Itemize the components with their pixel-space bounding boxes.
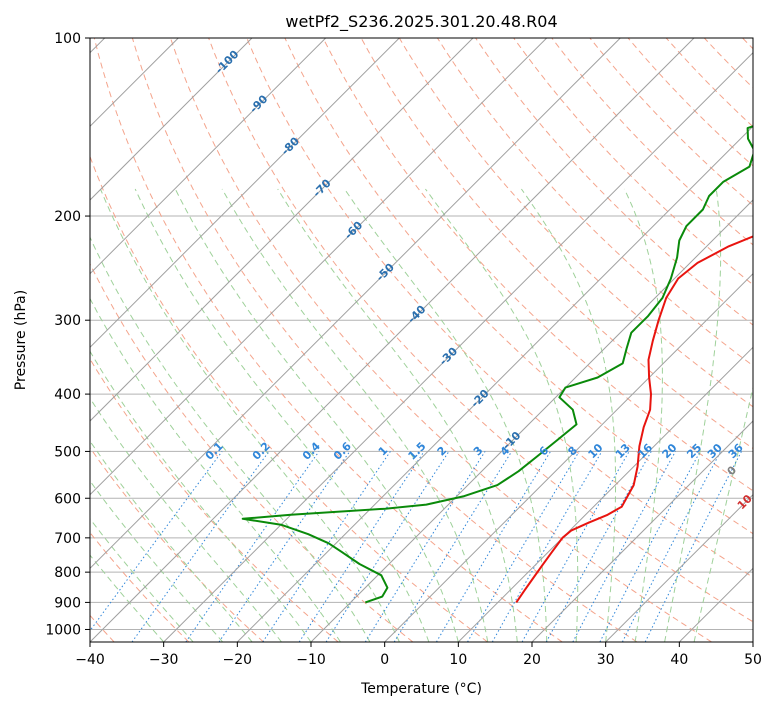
y-tick-label: 600: [54, 491, 81, 507]
x-tick-label: 0: [380, 652, 389, 668]
y-tick-label: 800: [54, 565, 81, 581]
y-tick-label: 100: [54, 31, 81, 47]
x-tick-label: 20: [523, 652, 541, 668]
x-tick-label: −40: [75, 652, 105, 668]
x-tick-label: 40: [670, 652, 688, 668]
y-tick-label: 900: [54, 595, 81, 611]
y-tick-label: 300: [54, 313, 81, 329]
y-tick-label: 200: [54, 209, 81, 225]
x-axis-label: Temperature (°C): [360, 681, 482, 697]
y-axis-label: Pressure (hPa): [13, 290, 29, 390]
y-tick-label: 400: [54, 387, 81, 403]
x-tick-label: 50: [744, 652, 762, 668]
chart-title: wetPf2_S236.2025.301.20.48.R04: [285, 12, 557, 32]
y-tick-label: 1000: [45, 622, 81, 638]
y-tick-label: 500: [54, 444, 81, 460]
x-tick-label: −20: [223, 652, 253, 668]
x-tick-label: −30: [149, 652, 179, 668]
y-tick-label: 700: [54, 531, 81, 547]
x-tick-label: −10: [296, 652, 326, 668]
x-tick-label: 10: [449, 652, 467, 668]
x-tick-label: 30: [597, 652, 615, 668]
